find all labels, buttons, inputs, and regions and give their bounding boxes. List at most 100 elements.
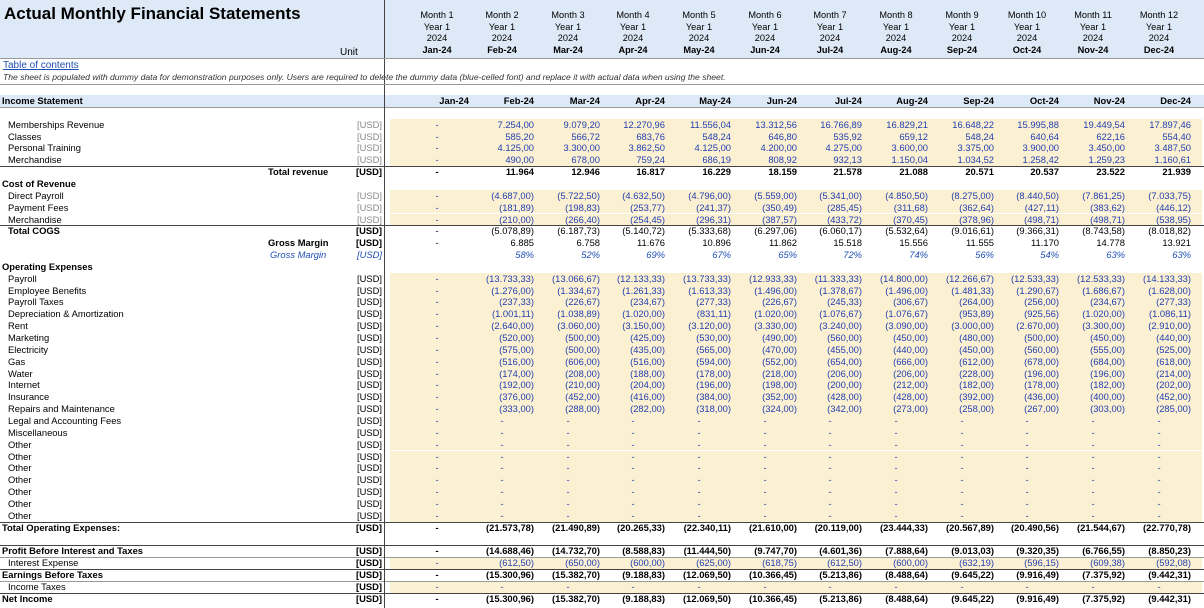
value-cell[interactable]: 3.900,00 (1022, 142, 1060, 154)
value-cell[interactable]: (196,00) (1090, 367, 1125, 379)
value-cell[interactable]: (196,00) (1024, 367, 1059, 379)
value-cell[interactable]: (1.020,00) (622, 308, 665, 320)
value-cell[interactable]: (210,00) (565, 379, 600, 391)
value-cell[interactable]: - (566, 580, 570, 592)
value-cell[interactable]: - (435, 462, 439, 474)
value-cell[interactable]: - (960, 486, 964, 498)
value-cell[interactable]: (678,00) (1024, 355, 1059, 367)
value-cell[interactable]: (282,00) (630, 403, 665, 415)
value-cell[interactable]: 932,13 (833, 154, 862, 166)
value-cell[interactable]: 1.160,61 (1154, 154, 1192, 166)
value-cell[interactable]: - (828, 438, 832, 450)
value-cell[interactable]: (12.933,33) (749, 272, 797, 284)
value-cell[interactable]: (2.670,00) (1016, 320, 1059, 332)
value-cell[interactable]: - (894, 486, 898, 498)
value-cell[interactable]: - (828, 580, 832, 592)
value-cell[interactable]: - (763, 580, 767, 592)
value-cell[interactable]: (525,00) (1156, 343, 1191, 355)
value-cell[interactable]: - (763, 414, 767, 426)
value-cell[interactable]: (196,00) (696, 379, 731, 391)
value-cell[interactable]: - (828, 474, 832, 486)
value-cell[interactable]: - (960, 497, 964, 509)
value-cell[interactable]: - (960, 414, 964, 426)
value-cell[interactable]: (198,83) (565, 201, 600, 213)
value-cell[interactable]: (178,00) (696, 367, 731, 379)
value-cell[interactable]: 759,24 (636, 154, 665, 166)
value-cell[interactable]: 13.312,56 (755, 118, 797, 130)
value-cell[interactable]: - (1157, 450, 1161, 462)
value-cell[interactable]: - (500, 509, 504, 521)
value-cell[interactable]: (206,00) (827, 367, 862, 379)
value-cell[interactable]: (376,00) (499, 391, 534, 403)
value-cell[interactable]: (3.090,00) (885, 320, 928, 332)
value-cell[interactable]: - (828, 450, 832, 462)
value-cell[interactable]: 490,00 (505, 154, 534, 166)
value-cell[interactable]: (234,67) (630, 296, 665, 308)
value-cell[interactable]: (1.496,00) (754, 284, 797, 296)
value-cell[interactable]: - (763, 450, 767, 462)
value-cell[interactable]: - (1025, 580, 1029, 592)
value-cell[interactable]: - (1091, 462, 1095, 474)
value-cell[interactable]: - (435, 320, 439, 332)
value-cell[interactable]: - (1157, 497, 1161, 509)
value-cell[interactable]: 3.487,50 (1154, 142, 1192, 154)
value-cell[interactable]: 659,12 (899, 130, 928, 142)
value-cell[interactable]: - (828, 486, 832, 498)
value-cell[interactable]: (198,00) (762, 379, 797, 391)
value-cell[interactable]: (450,00) (1090, 332, 1125, 343)
value-cell[interactable]: (5.341,00) (819, 189, 862, 201)
value-cell[interactable]: 3.600,00 (891, 142, 929, 154)
value-cell[interactable]: - (435, 118, 439, 130)
value-cell[interactable]: (208,00) (565, 367, 600, 379)
value-cell[interactable]: 646,80 (768, 130, 797, 142)
value-cell[interactable]: - (631, 450, 635, 462)
value-cell[interactable]: (1.020,00) (754, 308, 797, 320)
value-cell[interactable]: (202,00) (1156, 379, 1191, 391)
value-cell[interactable]: (450,00) (959, 343, 994, 355)
value-cell[interactable]: (436,00) (1024, 391, 1059, 403)
value-cell[interactable]: 548,24 (965, 130, 994, 142)
value-cell[interactable]: (383,62) (1090, 201, 1125, 213)
value-cell[interactable]: - (697, 474, 701, 486)
value-cell[interactable]: - (894, 450, 898, 462)
value-cell[interactable]: 622,16 (1096, 130, 1125, 142)
value-cell[interactable]: (596,15) (1024, 557, 1059, 569)
value-cell[interactable]: - (1091, 497, 1095, 509)
value-cell[interactable]: (1.613,33) (688, 284, 731, 296)
value-cell[interactable]: 640,64 (1030, 130, 1059, 142)
value-cell[interactable]: - (763, 497, 767, 509)
value-cell[interactable]: (226,67) (565, 296, 600, 308)
value-cell[interactable]: (450,00) (893, 332, 928, 343)
value-cell[interactable]: 7.254,00 (497, 118, 535, 130)
value-cell[interactable]: (204,00) (630, 379, 665, 391)
value-cell[interactable]: - (960, 474, 964, 486)
value-cell[interactable]: (470,00) (762, 343, 797, 355)
value-cell[interactable]: (234,67) (1090, 296, 1125, 308)
value-cell[interactable]: - (1157, 580, 1161, 592)
value-cell[interactable]: (1.001,11) (491, 308, 534, 320)
value-cell[interactable]: - (631, 580, 635, 592)
value-cell[interactable]: - (894, 426, 898, 438)
value-cell[interactable]: - (500, 580, 504, 592)
value-cell[interactable]: (618,75) (762, 557, 797, 569)
value-cell[interactable]: - (828, 497, 832, 509)
value-cell[interactable]: (254,45) (630, 213, 665, 225)
value-cell[interactable]: - (631, 509, 635, 521)
value-cell[interactable]: - (697, 509, 701, 521)
value-cell[interactable]: - (435, 130, 439, 142)
value-cell[interactable]: 15.995,88 (1017, 118, 1059, 130)
value-cell[interactable]: (266,40) (565, 213, 600, 225)
value-cell[interactable]: (500,00) (565, 343, 600, 355)
value-cell[interactable]: (12.266,67) (946, 272, 994, 284)
value-cell[interactable]: (625,00) (696, 557, 731, 569)
value-cell[interactable]: - (697, 462, 701, 474)
value-cell[interactable]: 585,20 (505, 130, 534, 142)
value-cell[interactable]: (12.533,33) (1011, 272, 1059, 284)
value-cell[interactable]: (352,00) (762, 391, 797, 403)
value-cell[interactable]: - (500, 450, 504, 462)
value-cell[interactable]: (612,00) (959, 355, 994, 367)
value-cell[interactable]: (516,00) (630, 355, 665, 367)
value-cell[interactable]: - (435, 296, 439, 308)
value-cell[interactable]: - (1091, 486, 1095, 498)
value-cell[interactable]: (425,00) (630, 332, 665, 343)
